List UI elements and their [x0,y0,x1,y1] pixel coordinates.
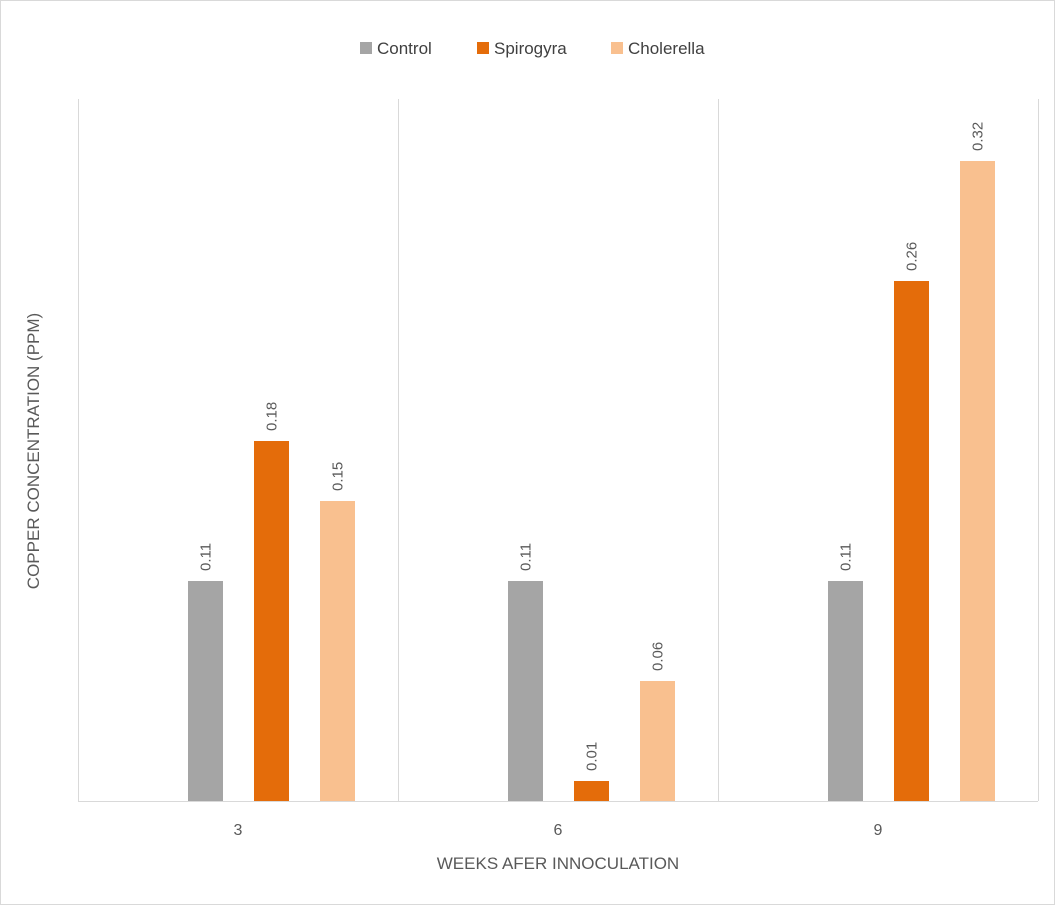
x-tick-label-3: 3 [234,822,243,839]
data-label-spirogyra-week-6: 0.01 [584,742,601,771]
legend-label-cholerella: Cholerella [628,39,705,58]
category-separators [78,99,1039,801]
data-label-cholerella-week-9: 0.32 [970,122,987,151]
bar-spirogyra-week-3 [254,441,289,801]
bar-spirogyra-week-6 [574,781,609,801]
legend: Control Spirogyra Cholerella [360,39,705,58]
data-label-cholerella-week-6: 0.06 [650,642,667,671]
legend-label-spirogyra: Spirogyra [494,39,567,58]
data-label-spirogyra-week-9: 0.26 [904,242,921,271]
legend-label-control: Control [377,39,432,58]
data-label-control-week-9: 0.11 [838,543,855,571]
data-labels: 0.11 0.18 0.15 0.11 0.01 0.06 0.11 0.26 0.32 [198,122,987,771]
legend-swatch-cholerella [611,42,623,54]
data-label-control-week-3: 0.11 [198,543,215,571]
x-axis-title: WEEKS AFER INNOCULATION [437,854,679,873]
bar-control-week-6 [508,581,543,801]
legend-swatch-control [360,42,372,54]
bar-cholerella-week-3 [320,501,355,801]
bar-control-week-9 [828,581,863,801]
bar-spirogyra-week-9 [894,281,929,801]
bars [188,161,995,801]
bar-control-week-3 [188,581,223,801]
x-tick-label-6: 6 [554,822,563,839]
x-tick-labels: 3 6 9 [234,822,883,839]
x-tick-label-9: 9 [874,822,883,839]
data-label-cholerella-week-3: 0.15 [330,462,347,491]
y-axis-title: COPPER CONCENTRATION (PPM) [24,313,43,589]
bar-cholerella-week-6 [640,681,675,801]
legend-swatch-spirogyra [477,42,489,54]
bar-cholerella-week-9 [960,161,995,801]
data-label-control-week-6: 0.11 [518,543,535,571]
data-label-spirogyra-week-3: 0.18 [264,402,281,431]
